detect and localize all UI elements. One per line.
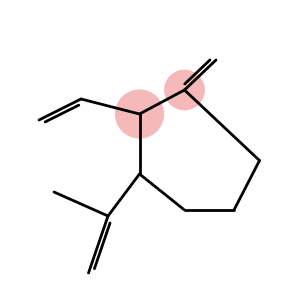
Circle shape (115, 89, 164, 139)
Circle shape (164, 70, 205, 110)
